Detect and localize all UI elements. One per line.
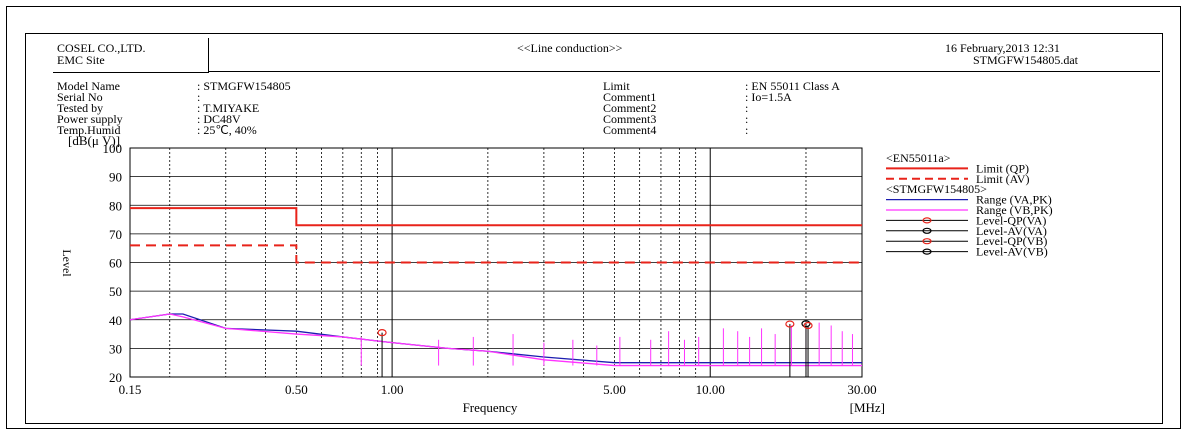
y-axis-label: Level [60, 249, 74, 277]
legend-label: Range (VA,PK) [976, 193, 1052, 207]
y-tick-label: 100 [103, 141, 123, 156]
info-right-value-4: : [745, 123, 749, 137]
y-tick-label: 20 [109, 370, 122, 385]
y-tick-label: 30 [109, 341, 122, 356]
marker-level-qp-va [377, 329, 387, 337]
legend-header: <EN55011a> [886, 151, 951, 165]
info-right-value-3: : [745, 112, 749, 126]
report-datetime: 16 February,2013 12:31 [945, 41, 1060, 55]
company-name: COSEL CO.,LTD. [57, 41, 146, 55]
info-left-value-3: : DC48V [197, 112, 241, 126]
marker-level-qp-va [785, 320, 795, 328]
x-axis-unit: [MHz] [850, 400, 885, 415]
info-left-label-3: Power supply [57, 112, 123, 126]
header-company-box [53, 38, 209, 73]
y-tick-label: 40 [109, 313, 122, 328]
info-right-label-0: Limit [603, 79, 630, 93]
info-right-label-4: Comment4 [603, 123, 657, 137]
info-left-label-0: Model Name [57, 79, 120, 93]
info-right-value-2: : [745, 101, 749, 115]
info-left-label-2: Tested by [57, 101, 104, 115]
info-left-value-2: : T.MIYAKE [197, 101, 260, 115]
report-title: <<Line conduction>> [517, 41, 623, 55]
x-tick-label: 10.00 [696, 382, 725, 397]
report-filename: STMGFW154805.dat [973, 53, 1078, 67]
legend-label: Level-QP(VA) [976, 213, 1046, 227]
info-left-label-4: Temp.Humid [57, 123, 121, 137]
report-frame [6, 6, 1181, 429]
info-right-label-2: Comment2 [603, 101, 657, 115]
x-tick-label: 0.15 [119, 382, 142, 397]
marker-level-qp-vb [803, 321, 813, 330]
legend-label: Limit (AV) [976, 172, 1029, 186]
legend-label: Range (VB,PK) [976, 203, 1053, 217]
x-axis-label: Frequency [463, 400, 518, 415]
legend-marker [922, 248, 932, 255]
series-range-vb-pk [129, 313, 862, 367]
legend-marker [922, 238, 932, 245]
info-right-label-1: Comment1 [603, 90, 657, 104]
info-left-value-1: : [197, 90, 201, 104]
legend-label: Limit (QP) [976, 161, 1029, 175]
legend-label: Level-AV(VB) [976, 245, 1048, 259]
y-tick-label: 70 [109, 227, 122, 242]
legend-header: <STMGFW154805> [886, 182, 987, 196]
series-limit-qp [130, 207, 862, 227]
legend-label: Level-QP(VB) [976, 234, 1047, 248]
site-name: EMC Site [57, 53, 105, 67]
info-left-value-4: : 25℃, 40% [197, 123, 257, 137]
info-left-label-1: Serial No [57, 90, 103, 104]
info-right-value-0: : EN 55011 Class A [745, 79, 840, 93]
x-tick-label: 5.00 [603, 382, 626, 397]
marker-level-av-va [801, 320, 811, 328]
legend-marker [922, 217, 932, 224]
series-limit-av [130, 244, 862, 264]
y-tick-label: 90 [109, 170, 122, 185]
info-right-label-3: Comment3 [603, 112, 657, 126]
legend-marker [922, 227, 932, 234]
x-tick-label: 1.00 [381, 382, 404, 397]
header-divider [208, 71, 1160, 72]
y-tick-label: 50 [109, 284, 122, 299]
info-left-value-0: : STMGFW154805 [197, 79, 291, 93]
y-tick-label: 80 [109, 198, 122, 213]
y-axis-unit: [dB(μ V)] [68, 133, 120, 148]
y-tick-label: 60 [109, 256, 122, 271]
x-tick-label: 30.00 [847, 382, 876, 397]
x-tick-label: 0.50 [285, 382, 308, 397]
info-right-value-1: : Io=1.5A [745, 90, 792, 104]
report-inner-frame [25, 33, 1163, 424]
legend-label: Level-AV(VA) [976, 224, 1047, 238]
